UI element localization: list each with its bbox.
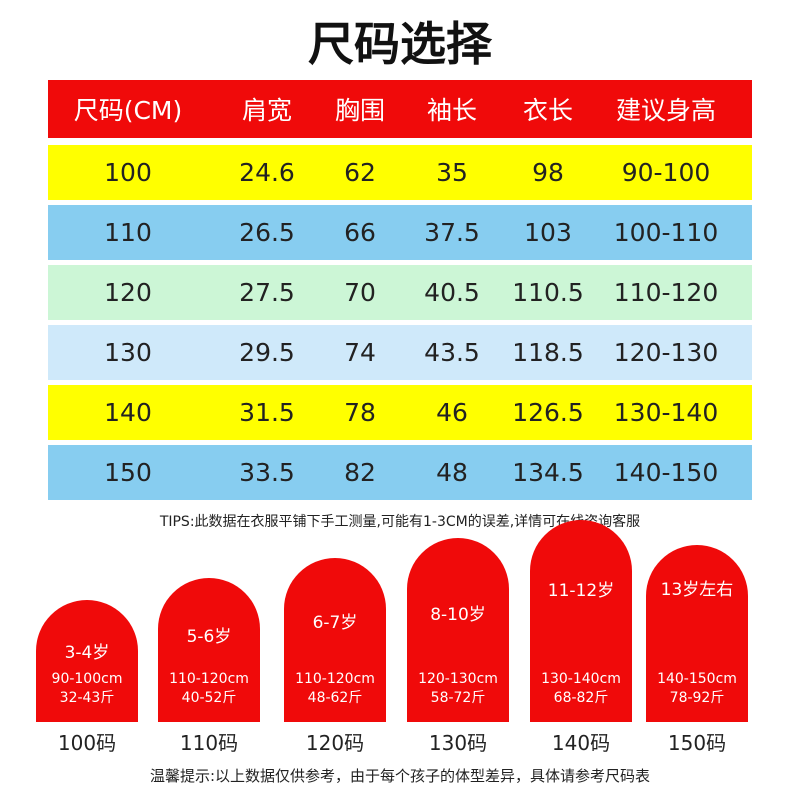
header-cell: 胸围 <box>334 96 386 125</box>
table-cell: 140 <box>104 398 152 427</box>
footer: 温馨提示:以上数据仅供参考，由于每个孩子的体型差异，具体请参考尺码表 <box>149 767 651 785</box>
size-badge: 11-12岁 130-140cm 68-82斤 <box>530 520 632 722</box>
badge-size: 110码 <box>179 731 239 755</box>
table-cell: 29.5 <box>239 338 295 367</box>
badge-height: 110-120cm <box>169 671 249 687</box>
table-cell: 35 <box>436 158 468 187</box>
table-cell: 78 <box>344 398 376 427</box>
table-row: 150 33.5 82 48 134.5 140-150 <box>48 445 752 500</box>
table-cell: 120-130 <box>613 338 719 367</box>
badge-size: 140码 <box>551 731 611 755</box>
table-cell: 126.5 <box>512 398 584 427</box>
header-cell: 肩宽 <box>241 96 293 125</box>
table-cell: 120 <box>104 278 152 307</box>
table-cell: 98 <box>532 158 564 187</box>
badge-weight: 78-92斤 <box>669 690 725 706</box>
table-cell: 130 <box>104 338 152 367</box>
size-badge: 3-4岁 90-100cm 32-43斤 <box>36 600 138 722</box>
badge-weight: 48-62斤 <box>307 690 363 706</box>
table-cell: 130-140 <box>613 398 719 427</box>
table-cell: 66 <box>344 218 376 247</box>
table-cell: 118.5 <box>512 338 584 367</box>
table-cell: 140-150 <box>613 458 719 487</box>
table-cell: 100 <box>104 158 152 187</box>
size-badge: 5-6岁 110-120cm 40-52斤 <box>158 578 260 722</box>
badge-details: 130-140cm 68-82斤 <box>530 670 632 708</box>
badge-age: 13岁左右 <box>660 580 734 600</box>
badge-age: 5-6岁 <box>186 627 232 647</box>
table-cell: 134.5 <box>512 458 584 487</box>
table-cell: 110-120 <box>613 278 719 307</box>
badge-height: 90-100cm <box>51 671 123 687</box>
table-cell: 103 <box>524 218 572 247</box>
size-badge: 13岁左右 140-150cm 78-92斤 <box>646 545 748 722</box>
badge-weight: 32-43斤 <box>59 690 115 706</box>
table-row: 140 31.5 78 46 126.5 130-140 <box>48 385 752 440</box>
table-cell: 46 <box>436 398 468 427</box>
badge-size: 120码 <box>305 731 365 755</box>
table-cell: 62 <box>344 158 376 187</box>
table-cell: 37.5 <box>424 218 480 247</box>
table-row: 120 27.5 70 40.5 110.5 110-120 <box>48 265 752 320</box>
table-cell: 100-110 <box>613 218 719 247</box>
badge-age: 11-12岁 <box>547 581 615 601</box>
table-cell: 27.5 <box>239 278 295 307</box>
table-cell: 26.5 <box>239 218 295 247</box>
table-cell: 31.5 <box>239 398 295 427</box>
badge-details: 120-130cm 58-72斤 <box>407 670 509 708</box>
badge-age: 6-7岁 <box>312 613 358 633</box>
header-cell: 建议身高 <box>615 96 717 125</box>
badge-height: 130-140cm <box>541 671 621 687</box>
badge-height: 120-130cm <box>418 671 498 687</box>
badge-details: 140-150cm 78-92斤 <box>646 670 748 708</box>
badge-age: 8-10岁 <box>430 605 486 625</box>
badge-details: 90-100cm 32-43斤 <box>36 670 138 708</box>
table-row: 100 24.6 62 35 98 90-100 <box>48 145 752 200</box>
table-cell: 24.6 <box>239 158 295 187</box>
table-cell: 40.5 <box>424 278 480 307</box>
header-cell: 衣长 <box>522 96 574 125</box>
table-cell: 90-100 <box>621 158 711 187</box>
badge-weight: 68-82斤 <box>553 690 609 706</box>
badge-size: 150码 <box>667 731 727 755</box>
badge-details: 110-120cm 40-52斤 <box>158 670 260 708</box>
table-cell: 150 <box>104 458 152 487</box>
badge-size: 100码 <box>57 731 117 755</box>
header-cell: 袖长 <box>426 96 478 125</box>
table-cell: 43.5 <box>424 338 480 367</box>
header-cell: 尺码(CM) <box>73 96 183 125</box>
badge-weight: 58-72斤 <box>430 690 486 706</box>
table-header: 尺码(CM) 肩宽 胸围 袖长 衣长 建议身高 <box>48 80 752 138</box>
badge-age: 3-4岁 <box>64 643 110 663</box>
title: 尺码选择 <box>308 17 492 71</box>
badge-height: 140-150cm <box>657 671 737 687</box>
badge-details: 110-120cm 48-62斤 <box>284 670 386 708</box>
table-cell: 110 <box>104 218 152 247</box>
size-badge: 6-7岁 110-120cm 48-62斤 <box>284 558 386 722</box>
table-cell: 74 <box>344 338 376 367</box>
table-cell: 110.5 <box>512 278 584 307</box>
table-row: 130 29.5 74 43.5 118.5 120-130 <box>48 325 752 380</box>
table-cell: 70 <box>344 278 376 307</box>
table-cell: 48 <box>436 458 468 487</box>
table-row: 110 26.5 66 37.5 103 100-110 <box>48 205 752 260</box>
badge-height: 110-120cm <box>295 671 375 687</box>
tips: TIPS:此数据在衣服平铺下手工测量,可能有1-3CM的误差,详情可在线咨询客服 <box>159 514 641 530</box>
badge-size: 130码 <box>428 731 488 755</box>
table-cell: 33.5 <box>239 458 295 487</box>
table-cell: 82 <box>344 458 376 487</box>
size-badge: 8-10岁 120-130cm 58-72斤 <box>407 538 509 722</box>
badge-weight: 40-52斤 <box>181 690 237 706</box>
